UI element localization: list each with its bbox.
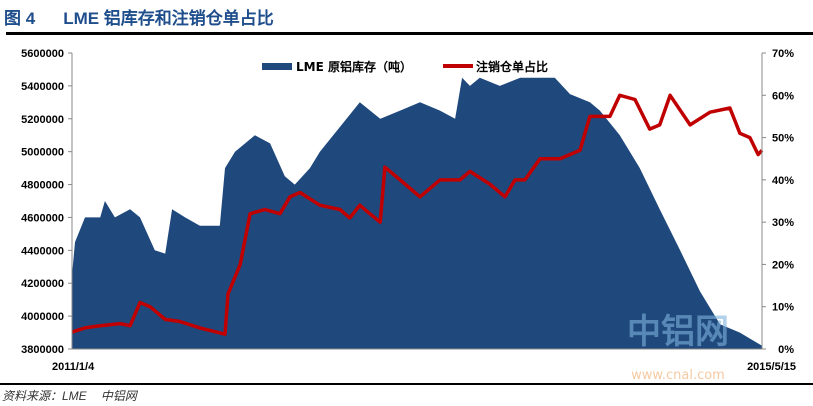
figure-title-text: LME 铝库存和注销仓单占比 [63,9,274,28]
ratio-line [71,93,764,336]
right-tick-label: 70% [772,48,794,60]
stock-area [72,77,762,349]
top-rule [6,32,813,35]
right-tick-label: 50% [772,133,794,145]
left-tick-label: 4600000 [21,212,64,224]
bottom-rule [0,383,813,385]
right-tick-label: 10% [772,302,794,314]
source-label: 资料来源：LME [2,389,87,403]
legend-label-stock: LME 原铝库存（吨） [296,59,412,74]
left-tick-label: 5000000 [21,147,64,159]
figure-title: 图 4 LME 铝库存和注销仓单占比 [4,4,274,29]
watermark-url: www.cnal.com [631,368,725,383]
right-tick-label: 0% [778,344,794,356]
watermark: 中铝网 www.cnal.com [627,312,729,383]
source-org: 中铝网 [100,389,137,403]
legend-label-ratio: 注销仓单占比 [476,59,548,74]
left-tick-label: 4000000 [21,311,64,323]
x-tick-label-start: 2011/1/4 [52,361,95,373]
source-note: 资料来源：LME 中铝网 [2,387,151,404]
right-tick-label: 40% [772,175,794,187]
right-tick-label: 60% [772,90,794,102]
left-tick-label: 4800000 [21,180,64,192]
left-tick-label: 5400000 [21,81,64,93]
x-tick-label-end: 2015/5/15 [747,361,796,373]
left-tick-label: 4200000 [21,278,64,290]
watermark-logo: 中铝网 [627,312,729,352]
right-tick-label: 20% [772,259,794,271]
left-tick-label: 5200000 [21,114,64,126]
left-tick-label: 5600000 [21,48,64,60]
left-tick-label: 3800000 [21,344,64,356]
right-tick-label: 30% [772,217,794,229]
legend: LME 原铝库存（吨） 注销仓单占比 [262,59,548,74]
left-tick-label: 4400000 [21,245,64,257]
legend-swatch-stock [262,63,292,70]
figure-number: 图 4 [4,9,36,28]
